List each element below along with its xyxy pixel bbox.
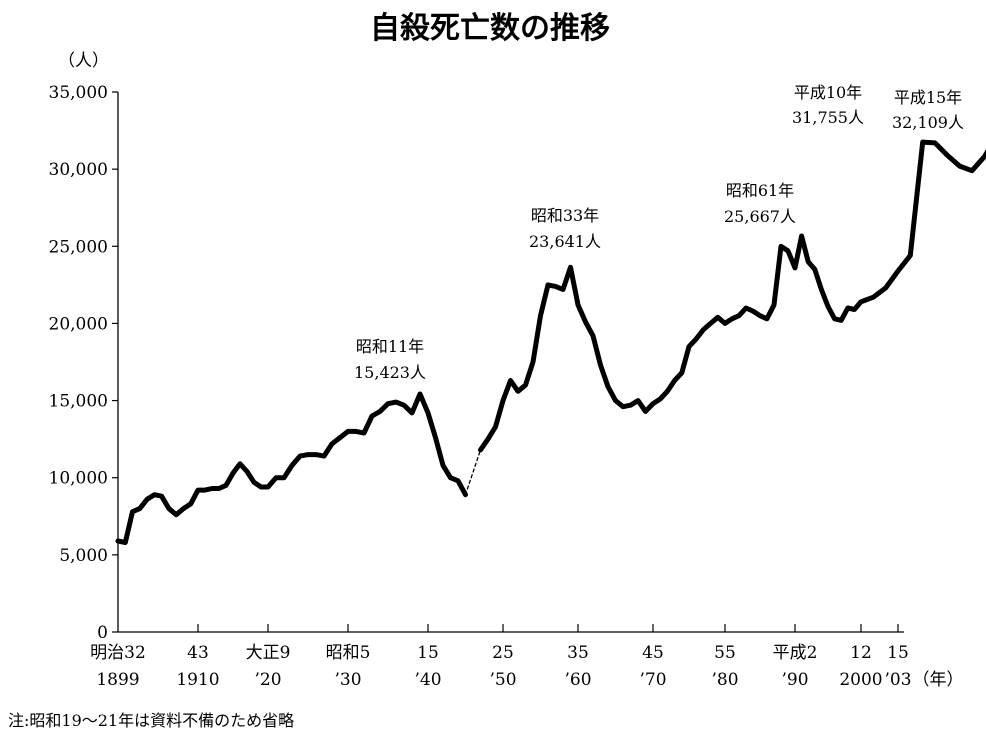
x-tick-year-5: ’50 bbox=[489, 670, 516, 690]
x-tick-era-11: 15 bbox=[887, 643, 909, 663]
annotation-year-4: 平成15年 bbox=[894, 88, 962, 107]
peak-annotations: 昭和11年 15,423人 昭和33年 23,641人 昭和61年 25,667人 平成10… bbox=[354, 83, 964, 382]
x-tick-year-9: ’90 bbox=[781, 670, 808, 690]
x-tick-era-9: 平成2 bbox=[773, 643, 818, 663]
x-tick-era-7: 45 bbox=[642, 643, 664, 663]
annotation-year-3: 平成10年 bbox=[794, 83, 862, 102]
annotation-year-0: 昭和11年 bbox=[356, 337, 424, 356]
y-tick-label-4: 20,000 bbox=[49, 314, 108, 334]
x-tick-year-1: 1910 bbox=[176, 670, 219, 690]
y-tick-label-7: 35,000 bbox=[49, 83, 108, 103]
x-tick-year-8: ’80 bbox=[711, 670, 738, 690]
x-tick-year-2: ’20 bbox=[254, 670, 281, 690]
series-segment-1-dashed bbox=[464, 449, 482, 496]
annotation-count-4: 32,109人 bbox=[892, 113, 964, 132]
y-tick-label-6: 30,000 bbox=[49, 160, 108, 180]
x-tick-year-7: ’70 bbox=[639, 670, 666, 690]
y-tick-label-0: 0 bbox=[97, 623, 108, 643]
series-lines bbox=[115, 139, 986, 545]
x-tick-era-10: 12 bbox=[850, 643, 872, 663]
y-axis-ticks: 0 5,000 10,000 15,000 20,000 25,000 30,000 35,0… bbox=[49, 83, 118, 643]
annotation-count-0: 15,423人 bbox=[354, 363, 426, 382]
y-tick-label-1: 5,000 bbox=[59, 546, 108, 566]
y-tick-label-5: 25,000 bbox=[49, 237, 108, 257]
x-tick-year-10: 2000 bbox=[839, 670, 882, 690]
x-tick-era-3: 昭和5 bbox=[326, 643, 371, 663]
x-tick-year-11: ’03 bbox=[884, 670, 911, 690]
chart-title: 自殺死亡数の推移 bbox=[370, 11, 610, 46]
y-tick-label-2: 10,000 bbox=[49, 469, 108, 489]
x-axis-ticks: 明治32 1899 43 1910 大正9 ’20 昭和5 ’30 15 ’40 25 ’50 35 ’6… bbox=[90, 624, 912, 690]
x-tick-year-4: ’40 bbox=[414, 670, 441, 690]
series-segment-2-solid bbox=[478, 139, 986, 453]
y-axis-unit-label: （人） bbox=[58, 51, 109, 71]
annotation-count-1: 23,641人 bbox=[529, 232, 601, 251]
annotation-year-1: 昭和33年 bbox=[531, 206, 599, 225]
footnote: 注:昭和19〜21年は資料不備のため省略 bbox=[8, 711, 294, 730]
annotation-count-2: 25,667人 bbox=[724, 207, 796, 226]
x-tick-era-8: 55 bbox=[714, 643, 736, 663]
x-tick-era-1: 43 bbox=[187, 643, 209, 663]
y-tick-label-3: 15,000 bbox=[49, 392, 108, 412]
x-tick-era-5: 25 bbox=[492, 643, 514, 663]
x-tick-year-6: ’60 bbox=[564, 670, 591, 690]
x-tick-era-6: 35 bbox=[567, 643, 589, 663]
annotation-count-3: 31,755人 bbox=[792, 108, 864, 127]
series-segment-0-solid bbox=[115, 391, 468, 545]
x-tick-era-4: 15 bbox=[417, 643, 439, 663]
x-tick-era-2: 大正9 bbox=[246, 643, 291, 663]
annotation-year-2: 昭和61年 bbox=[726, 181, 794, 200]
x-tick-year-0: 1899 bbox=[96, 670, 139, 690]
x-axis-unit-label: （年） bbox=[913, 670, 964, 690]
x-tick-year-3: ’30 bbox=[334, 670, 361, 690]
x-tick-era-0: 明治32 bbox=[90, 643, 146, 663]
